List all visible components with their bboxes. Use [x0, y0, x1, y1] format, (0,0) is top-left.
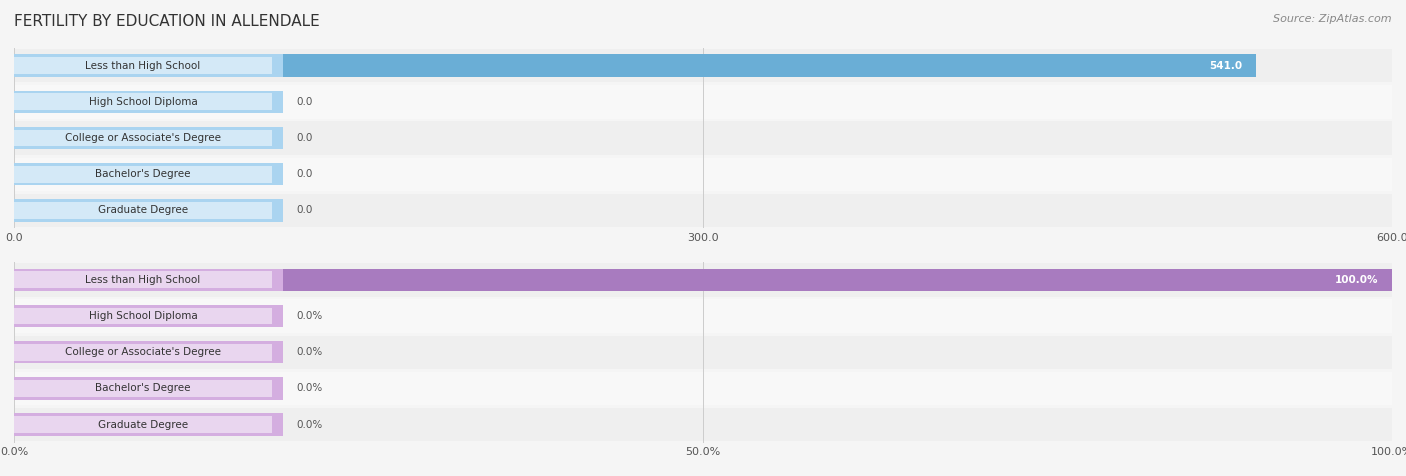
Bar	[14, 194, 1392, 227]
Text: College or Associate's Degree: College or Associate's Degree	[65, 347, 221, 357]
Bar	[14, 199, 283, 222]
Text: 0.0: 0.0	[297, 169, 314, 179]
Text: 100.0%: 100.0%	[1334, 275, 1378, 285]
Bar	[14, 372, 1392, 405]
Text: 541.0: 541.0	[1209, 60, 1243, 71]
Bar	[14, 166, 271, 183]
Bar	[14, 121, 1392, 155]
Bar	[14, 268, 283, 291]
Bar	[14, 299, 1392, 333]
Bar	[14, 305, 283, 327]
Bar	[14, 54, 1257, 77]
Text: 0.0: 0.0	[297, 133, 314, 143]
Bar	[14, 263, 1392, 297]
Text: Source: ZipAtlas.com: Source: ZipAtlas.com	[1274, 14, 1392, 24]
Bar	[14, 307, 271, 325]
Text: Bachelor's Degree: Bachelor's Degree	[96, 169, 191, 179]
Bar	[14, 271, 271, 288]
Bar	[14, 57, 271, 74]
Text: Graduate Degree: Graduate Degree	[98, 205, 188, 216]
Bar	[14, 341, 283, 364]
Bar	[14, 90, 283, 113]
Text: College or Associate's Degree: College or Associate's Degree	[65, 133, 221, 143]
Text: Less than High School: Less than High School	[86, 275, 201, 285]
Text: 0.0: 0.0	[297, 97, 314, 107]
Bar	[14, 158, 1392, 191]
Bar	[14, 49, 1392, 82]
Bar	[14, 129, 271, 147]
Bar	[14, 268, 1392, 291]
Text: 0.0%: 0.0%	[297, 383, 323, 394]
Bar	[14, 93, 271, 110]
Bar	[14, 202, 271, 219]
Bar	[14, 127, 283, 149]
Bar	[14, 377, 283, 400]
Bar	[14, 380, 271, 397]
Bar	[14, 416, 271, 433]
Text: FERTILITY BY EDUCATION IN ALLENDALE: FERTILITY BY EDUCATION IN ALLENDALE	[14, 14, 319, 30]
Bar	[14, 413, 283, 436]
Bar	[14, 85, 1392, 119]
Text: 0.0%: 0.0%	[297, 311, 323, 321]
Text: 0.0%: 0.0%	[297, 419, 323, 430]
Text: High School Diploma: High School Diploma	[89, 311, 197, 321]
Text: 0.0: 0.0	[297, 205, 314, 216]
Bar	[14, 408, 1392, 441]
Bar	[14, 336, 1392, 369]
Text: Less than High School: Less than High School	[86, 60, 201, 71]
Text: Bachelor's Degree: Bachelor's Degree	[96, 383, 191, 394]
Bar	[14, 344, 271, 361]
Text: Graduate Degree: Graduate Degree	[98, 419, 188, 430]
Bar	[14, 54, 283, 77]
Bar	[14, 163, 283, 186]
Text: 0.0%: 0.0%	[297, 347, 323, 357]
Text: High School Diploma: High School Diploma	[89, 97, 197, 107]
